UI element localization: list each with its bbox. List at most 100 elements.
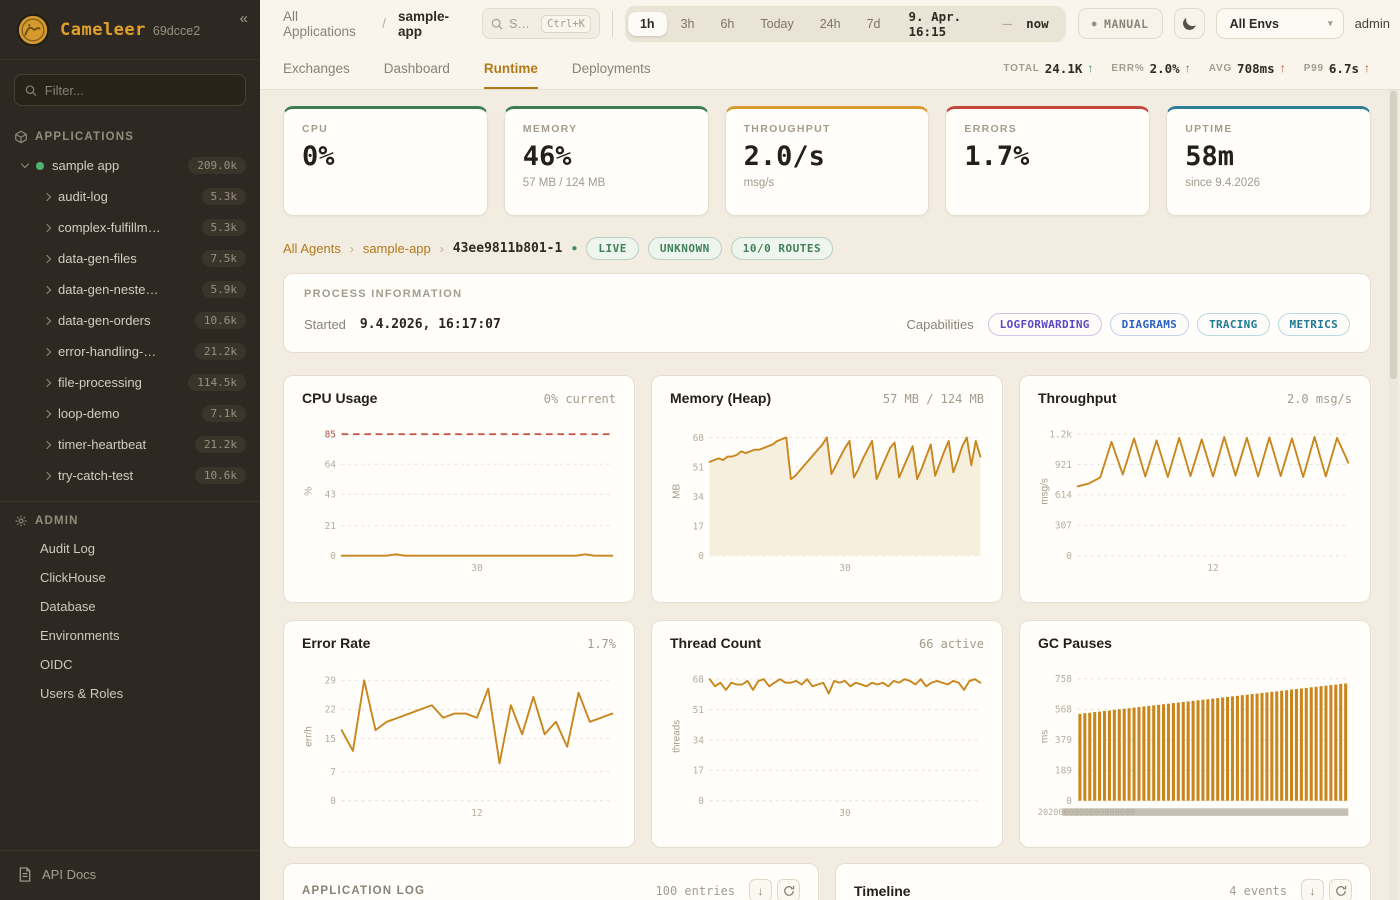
chart-card-gc-pauses: GC Pauses 758 568 379 189 0 ms 2020000000000000… — [1019, 620, 1371, 848]
agent-breadcrumb-link[interactable]: sample-app — [362, 241, 431, 256]
tab-exchanges[interactable]: Exchanges — [283, 60, 350, 76]
admin-item-environments[interactable]: Environments — [40, 628, 120, 643]
timeline-panel: Timeline 4 events ↓ — [835, 863, 1371, 900]
svg-text:%: % — [303, 487, 314, 496]
capability-badge-diagrams: DIAGRAMS — [1109, 313, 1190, 336]
count-badge: 10.6k — [194, 312, 246, 329]
svg-text:msg/s: msg/s — [1039, 478, 1050, 505]
live-dot-icon: ● — [571, 243, 578, 254]
sidebar-item-file-processing[interactable]: file-processing 114.5k — [0, 367, 260, 398]
svg-text:30: 30 — [471, 563, 483, 574]
breadcrumb-all-applications[interactable]: All Applications — [283, 8, 356, 39]
time-range-dash: — — [1002, 14, 1013, 33]
theme-toggle-button[interactable] — [1173, 8, 1205, 39]
capability-badge-tracing: TRACING — [1197, 313, 1270, 336]
scrollbar-track[interactable] — [1389, 90, 1398, 900]
capability-badge-logforwarding: LOGFORWARDING — [987, 313, 1102, 336]
chevron-right-icon — [42, 471, 52, 480]
agent-breadcrumb-link[interactable]: All Agents — [283, 241, 341, 256]
filter-input-box[interactable] — [14, 74, 246, 106]
tabs: Exchanges Dashboard Runtime Deployments — [283, 47, 651, 89]
filter-input[interactable] — [44, 82, 235, 98]
time-range-1h[interactable]: 1h — [627, 11, 667, 36]
sidebar-item-try-catch-test[interactable]: try-catch-test 10.6k — [0, 460, 260, 491]
time-range-3h[interactable]: 3h — [680, 16, 695, 31]
sidebar-item-loop-demo[interactable]: loop-demo 7.1k — [0, 398, 260, 429]
chart-title: Thread Count — [670, 635, 761, 651]
admin-section-label: ADMIN — [0, 504, 260, 534]
timeline-count: 4 events — [1229, 883, 1287, 898]
admin-item-users-roles[interactable]: Users & Roles — [40, 686, 124, 701]
stat-total: TOTAL 24.1K ↑ — [1003, 61, 1093, 76]
bottom-panels-row: APPLICATION LOG 100 entries ↓ Time — [283, 863, 1371, 900]
time-range-to[interactable]: now — [1026, 16, 1049, 31]
environment-select[interactable]: All Envs ▾ — [1215, 8, 1344, 39]
stat-value: 6.7s — [1328, 60, 1359, 76]
sidebar-item-data-gen-orders[interactable]: data-gen-orders 10.6k — [0, 305, 260, 336]
time-range-6h[interactable]: 6h — [720, 16, 735, 31]
metric-value: 46% — [522, 141, 572, 172]
chart-current-value: 57 MB / 124 MB — [882, 392, 984, 406]
time-range-from[interactable]: 9. Apr. 16:15 — [908, 8, 962, 39]
tree-item-label: data-gen-orders — [58, 313, 151, 328]
count-badge: 5.3k — [201, 219, 246, 236]
chart-current-value: 1.7% — [587, 637, 616, 651]
sidebar-item-sample-app[interactable]: sample app 209.0k — [0, 150, 260, 181]
chevron-right-icon — [42, 378, 52, 387]
tree-item-label: loop-demo — [58, 406, 120, 421]
tab-deployments[interactable]: Deployments — [571, 60, 651, 76]
sidebar-header: Cameleer 69dcce2 « — [0, 0, 260, 60]
svg-text:34: 34 — [693, 492, 705, 503]
admin-item-database[interactable]: Database — [40, 599, 96, 614]
svg-text:17: 17 — [693, 521, 704, 532]
application-log-title: APPLICATION LOG — [302, 884, 426, 897]
time-range-7d[interactable]: 7d — [866, 16, 881, 31]
sidebar-item-data-gen-neste-[interactable]: data-gen-neste… 5.9k — [0, 274, 260, 305]
refresh-mode-button[interactable]: ● MANUAL — [1077, 8, 1163, 39]
tab-bar: Exchanges Dashboard Runtime Deployments TOT… — [260, 47, 1400, 90]
chevron-right-icon — [42, 440, 52, 449]
sidebar-item-complex-fulfillm-[interactable]: complex-fulfillm… 5.3k — [0, 212, 260, 243]
global-search-input[interactable] — [509, 16, 536, 31]
time-range-today[interactable]: Today — [760, 16, 794, 31]
capability-badge-metrics: METRICS — [1277, 313, 1350, 336]
api-docs-link[interactable]: API Docs — [0, 853, 260, 900]
stat-avg: AVG 708ms ↑ — [1209, 61, 1286, 76]
sidebar-collapse-button[interactable]: « — [239, 10, 248, 27]
download-log-button[interactable]: ↓ — [749, 879, 772, 900]
app-version: 69dcce2 — [152, 24, 201, 38]
svg-text:15: 15 — [325, 734, 336, 745]
refresh-log-button[interactable] — [777, 879, 800, 900]
global-search[interactable]: Ctrl+K — [482, 8, 601, 39]
tab-runtime[interactable]: Runtime — [483, 47, 538, 89]
refresh-timeline-button[interactable] — [1329, 879, 1352, 900]
chart-title: GC Pauses — [1038, 635, 1112, 651]
svg-text:614: 614 — [1055, 490, 1072, 501]
capabilities-label: Capabilities — [906, 317, 974, 332]
admin-item-audit-log[interactable]: Audit Log — [40, 541, 95, 556]
charts-grid: CPU Usage 0% current 85 64 43 21 0% 30 Memory (H… — [283, 375, 1371, 848]
search-icon — [25, 84, 37, 96]
scrollbar-thumb[interactable] — [1390, 91, 1397, 379]
time-range-24h[interactable]: 24h — [819, 16, 841, 31]
summary-stats: TOTAL 24.1K ↑ ERR% 2.0% ↑ AVG 708ms ↑ P99 6.7s ↑ — [1003, 47, 1370, 89]
sidebar-item-audit-log[interactable]: audit-log 5.3k — [0, 181, 260, 212]
tree-item-label: try-catch-test — [58, 468, 134, 483]
chart-plot-cpu-usage: 85 64 43 21 0% 30 — [303, 429, 614, 574]
svg-text:30: 30 — [839, 808, 851, 819]
sidebar-item-error-handling-[interactable]: error-handling-… 21.2k — [0, 336, 260, 367]
download-timeline-button[interactable]: ↓ — [1301, 879, 1324, 900]
svg-text:921: 921 — [1055, 460, 1072, 471]
svg-text:22: 22 — [325, 705, 336, 716]
admin-item-oidc[interactable]: OIDC — [40, 657, 73, 672]
trend-arrow-icon: ↑ — [1279, 61, 1286, 75]
user-menu[interactable]: admin — [1354, 16, 1390, 31]
sidebar-item-timer-heartbeat[interactable]: timer-heartbeat 21.2k — [0, 429, 260, 460]
admin-item-clickhouse[interactable]: ClickHouse — [40, 570, 106, 585]
sidebar-item-data-gen-files[interactable]: data-gen-files 7.5k — [0, 243, 260, 274]
tab-dashboard[interactable]: Dashboard — [383, 60, 450, 76]
chevron-right-icon — [42, 285, 52, 294]
count-badge: 7.1k — [201, 405, 246, 422]
metric-label: MEMORY — [522, 123, 578, 135]
